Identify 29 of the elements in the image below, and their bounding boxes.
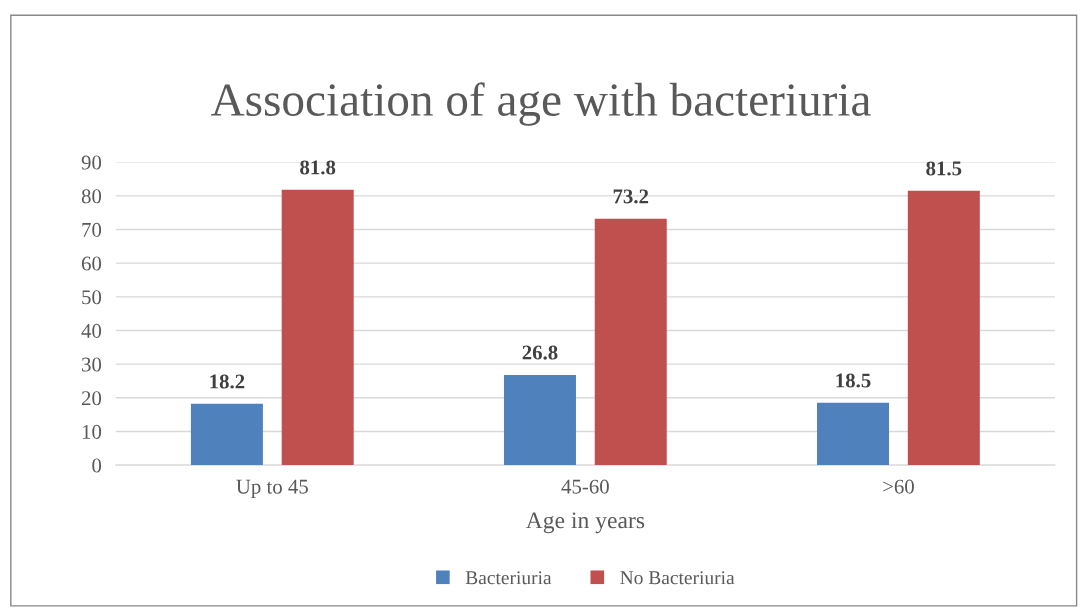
bar	[907, 190, 980, 466]
data-label: 81.5	[926, 161, 962, 176]
data-label: 18.2	[210, 374, 245, 389]
y-tick-label: 0	[92, 458, 102, 473]
bar	[281, 189, 354, 466]
bar	[190, 403, 263, 466]
legend-label: Bacteriuria	[465, 571, 552, 585]
y-tick-label: 90	[81, 155, 102, 170]
y-tick-label: 80	[81, 189, 102, 204]
y-tick-label: 50	[82, 290, 102, 305]
y-tick-label: 30	[82, 357, 102, 372]
data-label: 81.8	[300, 160, 336, 175]
bar	[817, 402, 890, 466]
y-tick-label: 20	[81, 391, 102, 406]
y-tick-label: 70	[82, 222, 102, 237]
x-tick-label: >60	[883, 479, 914, 494]
y-tick-label: 10	[82, 424, 102, 439]
bar	[594, 218, 667, 466]
y-tick-label: 60	[81, 256, 102, 271]
y-tick-label: 40	[81, 323, 102, 338]
data-label: 73.2	[613, 189, 649, 204]
bar	[503, 374, 576, 466]
data-label: 18.5	[836, 373, 871, 388]
x-tick-label: Up to 45	[236, 479, 308, 498]
data-label: 26.8	[522, 345, 558, 360]
chart-title: Association of age with bacteriuria	[211, 82, 871, 126]
x-axis-title: Age in years	[525, 512, 645, 534]
x-tick-label: 45-60	[561, 479, 609, 494]
legend-label: No Bacteriuria	[620, 571, 735, 585]
